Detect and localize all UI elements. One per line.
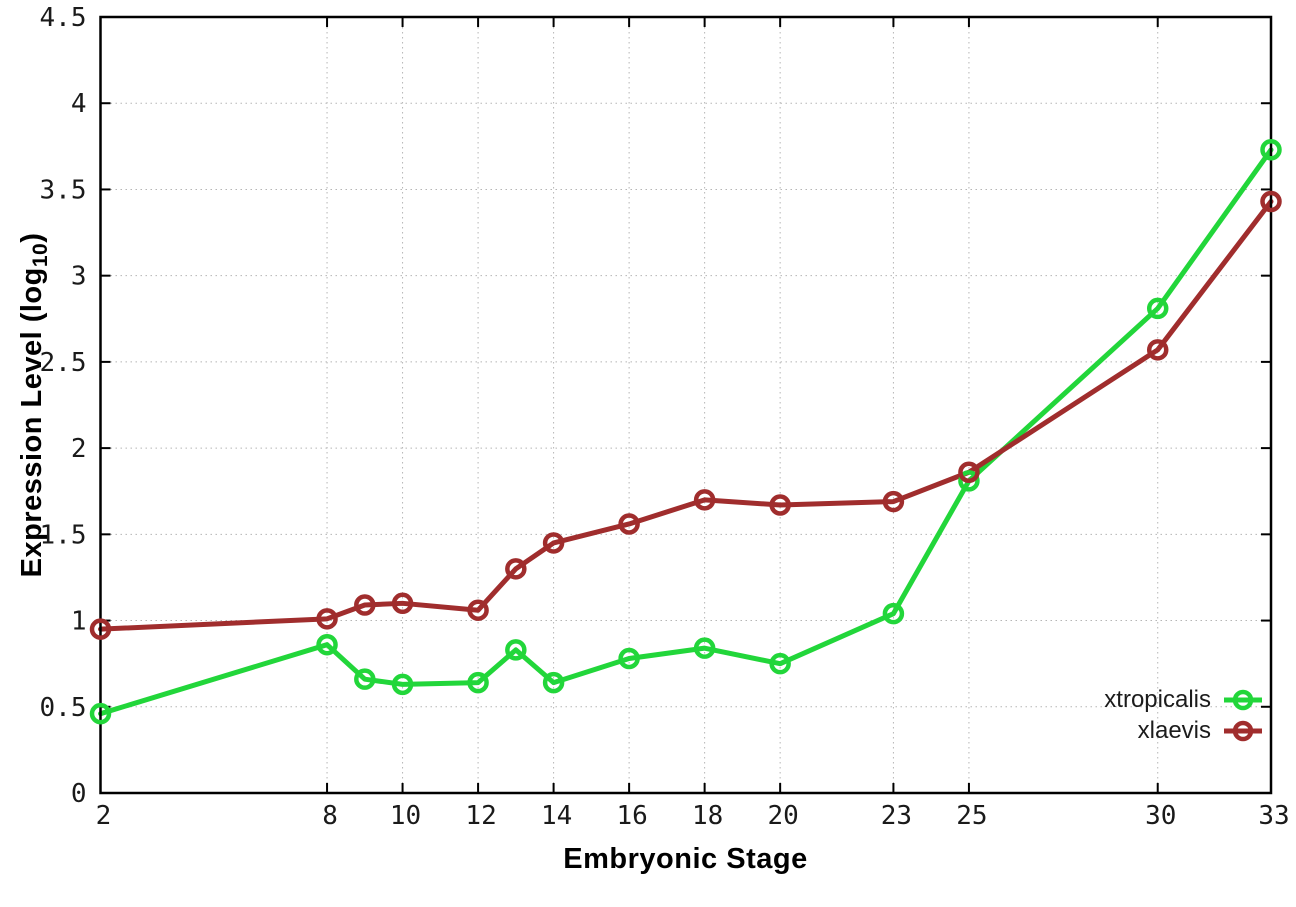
legend: xtropicalis xlaevis — [1104, 684, 1264, 746]
series-line-xlaevis — [98, 199, 1274, 632]
y-axis-title-text: Expression Level (log — [16, 267, 48, 578]
x-tick-label: 16 — [616, 801, 647, 831]
y-tick-label: 3.5 — [40, 175, 87, 205]
legend-label-xtropicalis: xtropicalis — [1104, 685, 1211, 713]
y-tick-label: 0.5 — [40, 693, 87, 723]
data-point-xlaevis-stage-9 — [354, 594, 376, 616]
y-tick-label: 2 — [71, 434, 87, 464]
data-point-xtropicalis-stage-33 — [1260, 139, 1282, 161]
x-tick-label: 10 — [390, 801, 421, 831]
y-tick-label: 1.5 — [40, 520, 87, 550]
plot-border — [99, 15, 1273, 795]
data-point-xtropicalis-stage-14 — [542, 671, 565, 694]
data-point-xlaevis-stage-8 — [316, 608, 338, 630]
data-point-xtropicalis-stage-30 — [1146, 297, 1169, 320]
data-point-xlaevis-stage-33 — [1260, 190, 1282, 213]
data-point-xtropicalis-stage-20 — [769, 652, 791, 675]
legend-row-xtropicalis: xtropicalis — [1104, 684, 1264, 715]
x-axis-title: Embryonic Stage — [563, 843, 808, 875]
data-point-xlaevis-stage-30 — [1146, 339, 1169, 361]
data-point-xlaevis-stage-23 — [882, 490, 905, 513]
data-point-xlaevis-stage-20 — [769, 494, 791, 516]
x-tick-label: 20 — [767, 801, 798, 831]
data-point-xlaevis-stage-13 — [505, 558, 527, 580]
x-tick-label: 25 — [956, 801, 987, 831]
data-point-xtropicalis-stage-9 — [354, 668, 376, 690]
x-tick-label: 23 — [881, 801, 912, 831]
x-tick-label: 33 — [1258, 801, 1289, 831]
data-point-xlaevis-stage-14 — [542, 532, 565, 554]
y-tick-label: 0 — [71, 779, 87, 809]
data-point-xtropicalis-stage-18 — [693, 637, 716, 659]
y-axis-title-suffix: ) — [16, 232, 48, 243]
x-tick-label: 2 — [96, 801, 112, 831]
data-point-xtropicalis-stage-23 — [882, 602, 905, 625]
data-point-xtropicalis-stage-25 — [958, 470, 980, 492]
y-tick-label: 4 — [71, 89, 87, 119]
x-tick-label: 8 — [322, 801, 338, 831]
data-point-xtropicalis-stage-2 — [89, 702, 112, 725]
legend-row-xlaevis: xlaevis — [1138, 715, 1264, 746]
data-point-xlaevis-stage-12 — [467, 599, 489, 621]
y-tick-label: 3 — [71, 262, 87, 292]
data-point-xtropicalis-stage-16 — [618, 647, 640, 670]
data-point-xlaevis-stage-25 — [958, 461, 980, 484]
data-point-xlaevis-stage-18 — [693, 489, 716, 511]
legend-marker-xtropicalis — [1224, 689, 1262, 710]
x-tick-label: 12 — [465, 801, 496, 831]
x-tick-label: 14 — [541, 801, 572, 831]
series-line-xtropicalis — [98, 147, 1274, 717]
x-tick-label: 30 — [1145, 801, 1176, 831]
data-point-xtropicalis-stage-8 — [316, 633, 338, 656]
y-tick-label: 1 — [71, 607, 87, 637]
y-axis-title: Expression Level (log10) — [14, 17, 52, 793]
legend-marker-xlaevis — [1224, 720, 1262, 741]
data-point-xtropicalis-stage-10 — [391, 673, 414, 696]
y-tick-label: 4.5 — [40, 3, 87, 33]
y-axis-title-subscript: 10 — [29, 242, 52, 268]
data-point-xlaevis-stage-2 — [89, 618, 112, 640]
legend-label-xlaevis: xlaevis — [1137, 716, 1211, 744]
data-point-xtropicalis-stage-13 — [505, 639, 527, 661]
x-tick-label: 18 — [692, 801, 723, 831]
y-tick-label: 2.5 — [40, 348, 87, 378]
data-point-xlaevis-stage-16 — [618, 513, 640, 535]
data-point-xtropicalis-stage-12 — [467, 671, 489, 694]
data-point-xlaevis-stage-10 — [391, 592, 414, 615]
